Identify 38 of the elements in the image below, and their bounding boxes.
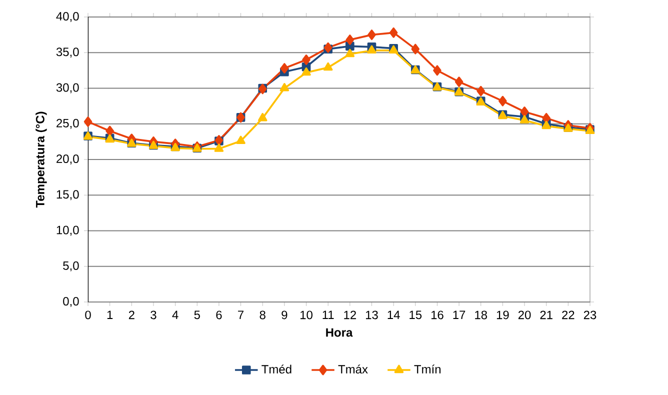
y-tick-label: 20,0 (56, 154, 79, 164)
x-tick-label: 14 (388, 310, 400, 319)
x-tick-label: 7 (238, 310, 244, 319)
x-tick-label: 21 (540, 310, 552, 320)
x-tick-label: 16 (431, 310, 444, 320)
x-tick-label: 20 (518, 310, 531, 320)
x-tick-label: 12 (344, 310, 356, 320)
y-tick-label: 0,0 (63, 297, 79, 307)
x-tick-label: 10 (300, 310, 312, 320)
x-tick-label: 18 (475, 310, 488, 320)
x-tick-label: 0 (85, 310, 91, 320)
y-tick-label: 30,0 (56, 83, 79, 94)
y-tick-label: 10,0 (56, 226, 79, 236)
y-tick-label: 35,0 (56, 48, 79, 58)
x-tick-label: 11 (322, 310, 334, 319)
x-tick-label: 4 (172, 310, 178, 319)
y-tick-label: 15,0 (56, 190, 79, 200)
legend-label: Tmáx (338, 364, 368, 374)
x-tick-label: 15 (410, 310, 422, 320)
x-tick-label: 22 (562, 310, 574, 320)
x-tick-label: 2 (128, 310, 134, 320)
x-tick-label: 9 (282, 310, 288, 320)
x-tick-label: 5 (194, 310, 200, 320)
y-tick-label: 25,0 (56, 118, 79, 129)
x-tick-label: 13 (366, 310, 378, 320)
x-tick-label: 23 (584, 310, 596, 320)
x-tick-label: 17 (453, 310, 466, 319)
y-tick-label: 40,0 (56, 12, 79, 22)
x-tick-label: 1 (107, 310, 113, 319)
x-axis-title: Hora (326, 328, 353, 337)
x-tick-label: 8 (260, 310, 266, 320)
legend-label: Tmín (414, 364, 441, 374)
x-tick-label: 6 (216, 310, 222, 320)
y-tick-label: 5,0 (63, 261, 79, 272)
x-tick-label: 3 (150, 310, 156, 320)
x-tick-label: 19 (496, 310, 509, 320)
y-axis-title: Temperatura (°C) (36, 112, 47, 208)
legend-label: Tméd (262, 364, 292, 374)
